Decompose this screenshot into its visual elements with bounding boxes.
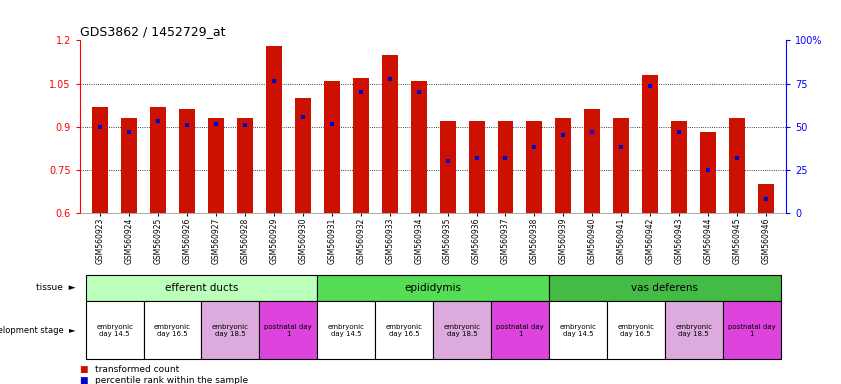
Point — [238, 122, 251, 128]
Bar — [701, 132, 717, 213]
Bar — [375, 301, 433, 359]
Point — [209, 121, 223, 127]
Text: embryonic
day 18.5: embryonic day 18.5 — [675, 324, 712, 337]
Point — [412, 89, 426, 95]
Text: percentile rank within the sample: percentile rank within the sample — [95, 376, 248, 384]
Bar — [555, 118, 571, 213]
Point — [296, 114, 309, 120]
Bar — [607, 301, 664, 359]
Text: tissue  ►: tissue ► — [36, 283, 76, 293]
Bar — [202, 301, 259, 359]
Bar — [549, 275, 780, 301]
Text: embryonic
day 18.5: embryonic day 18.5 — [212, 324, 249, 337]
Bar — [179, 109, 195, 213]
Bar — [295, 98, 311, 213]
Point — [180, 122, 193, 128]
Bar — [491, 301, 549, 359]
Bar — [498, 121, 514, 213]
Bar — [324, 81, 340, 213]
Point — [730, 155, 743, 161]
Point — [93, 124, 107, 130]
Point — [759, 195, 773, 202]
Text: ■: ■ — [80, 376, 92, 384]
Point — [643, 83, 657, 89]
Bar — [259, 301, 317, 359]
Bar — [121, 118, 137, 213]
Text: efferent ducts: efferent ducts — [165, 283, 238, 293]
Text: embryonic
day 16.5: embryonic day 16.5 — [154, 324, 191, 337]
Point — [615, 144, 628, 150]
Bar — [237, 118, 253, 213]
Point — [673, 129, 686, 136]
Text: embryonic
day 18.5: embryonic day 18.5 — [443, 324, 480, 337]
Bar — [671, 121, 687, 213]
Point — [123, 129, 136, 136]
Text: transformed count: transformed count — [95, 365, 179, 374]
Bar — [433, 301, 491, 359]
Bar — [382, 55, 398, 213]
Text: embryonic
day 14.5: embryonic day 14.5 — [328, 324, 365, 337]
Bar — [584, 109, 600, 213]
Text: embryonic
day 16.5: embryonic day 16.5 — [386, 324, 423, 337]
Bar — [664, 301, 722, 359]
Bar — [93, 106, 108, 213]
Text: embryonic
day 16.5: embryonic day 16.5 — [617, 324, 654, 337]
Bar — [722, 301, 780, 359]
Bar — [410, 81, 426, 213]
Text: postnatal day
1: postnatal day 1 — [264, 324, 312, 337]
Bar — [86, 275, 317, 301]
Point — [441, 158, 454, 164]
Text: postnatal day
1: postnatal day 1 — [727, 324, 775, 337]
Bar — [643, 75, 659, 213]
Bar — [144, 301, 202, 359]
Point — [701, 167, 715, 173]
Bar — [549, 301, 607, 359]
Point — [557, 132, 570, 138]
Bar — [613, 118, 629, 213]
Text: embryonic
day 14.5: embryonic day 14.5 — [559, 324, 596, 337]
Text: ■: ■ — [80, 365, 92, 374]
Point — [383, 76, 396, 82]
Bar — [317, 301, 375, 359]
Bar — [468, 121, 484, 213]
Bar — [758, 184, 774, 213]
Bar — [729, 118, 745, 213]
Text: embryonic
day 14.5: embryonic day 14.5 — [96, 324, 133, 337]
Bar — [86, 301, 144, 359]
Point — [354, 89, 368, 95]
Text: GDS3862 / 1452729_at: GDS3862 / 1452729_at — [80, 25, 225, 38]
Point — [151, 118, 165, 124]
Bar — [317, 275, 549, 301]
Bar — [266, 46, 282, 213]
Bar — [208, 118, 224, 213]
Bar — [526, 121, 542, 213]
Text: postnatal day
1: postnatal day 1 — [496, 324, 544, 337]
Bar — [150, 106, 166, 213]
Bar — [440, 121, 456, 213]
Point — [585, 129, 599, 136]
Text: development stage  ►: development stage ► — [0, 326, 76, 335]
Point — [267, 78, 281, 84]
Point — [325, 121, 339, 127]
Text: epididymis: epididymis — [405, 283, 462, 293]
Point — [499, 155, 512, 161]
Point — [470, 155, 484, 161]
Text: vas deferens: vas deferens — [632, 283, 698, 293]
Point — [527, 144, 541, 150]
Bar — [352, 78, 368, 213]
